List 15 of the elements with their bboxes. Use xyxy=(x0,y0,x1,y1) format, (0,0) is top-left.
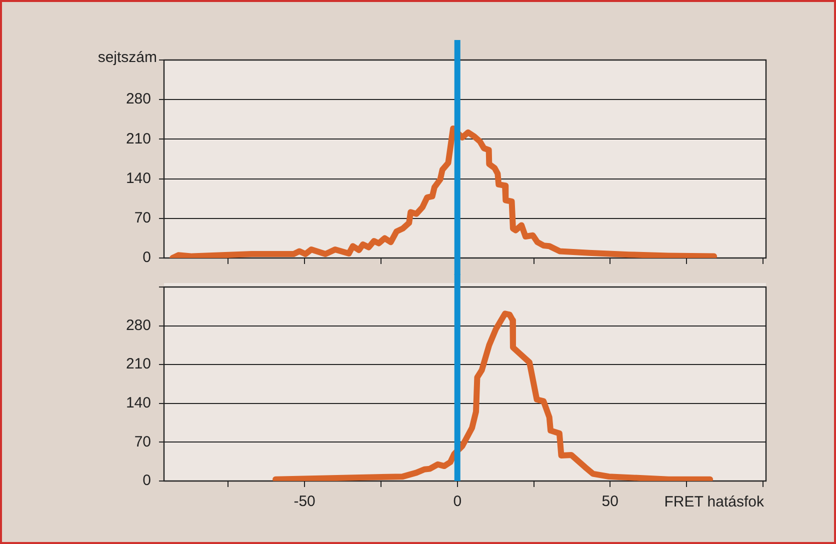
y-tick-label: 140 xyxy=(126,394,151,412)
y-tick-label: 280 xyxy=(126,90,151,108)
x-tick-label: 50 xyxy=(602,493,618,510)
y-tick-label: 0 xyxy=(142,249,151,266)
y-tick-label: 70 xyxy=(134,210,151,227)
x-tick-label: -50 xyxy=(294,493,316,510)
x-axis-title: FRET hatásfok xyxy=(664,494,764,511)
y-tick-label: 280 xyxy=(126,316,151,334)
y-tick-label: 70 xyxy=(134,433,151,450)
y-tick-label: 210 xyxy=(126,356,151,373)
y-axis-title: sejtszám xyxy=(98,49,157,66)
y-tick-label: 0 xyxy=(142,472,151,490)
x-tick-label: 0 xyxy=(453,493,462,510)
y-tick-label: 210 xyxy=(126,130,151,148)
y-tick-label: 140 xyxy=(126,170,151,187)
